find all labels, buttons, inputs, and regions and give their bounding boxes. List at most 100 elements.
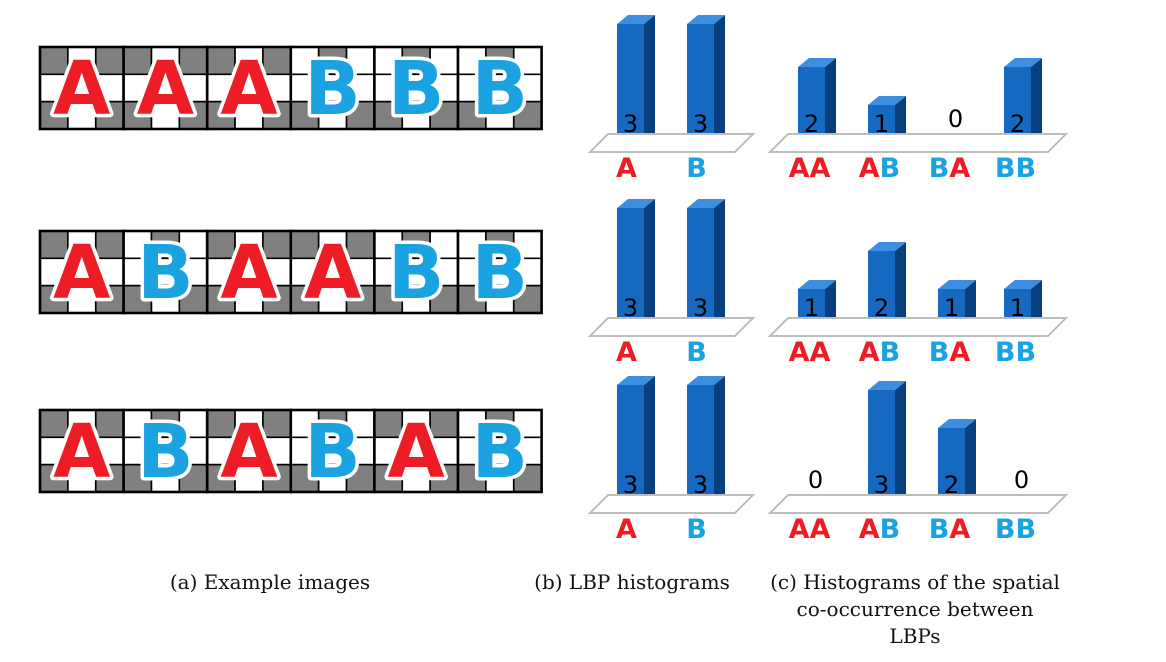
lbp-pattern-b: B [289,406,376,499]
bar-value-label: 3 [623,294,638,322]
bar-side [895,242,906,327]
bar-top [617,376,655,385]
lbp-histogram-2: 3 A 3 B [616,199,725,368]
histogram-bar [617,376,655,504]
bar-side [714,15,725,143]
histogram-bar [868,96,906,143]
pattern-letter-b: B [472,409,528,495]
bar-top [617,15,655,24]
grid-subcell [178,46,208,76]
grid-subcell [485,257,515,287]
bar-side [644,15,655,143]
grid-subcell [178,284,208,314]
grid-subcell [345,257,376,287]
category-label: A [616,514,637,545]
grid-subcell [122,463,153,493]
bar-value-label: 0 [1014,466,1029,494]
pattern-letter-b: B [304,46,360,132]
histogram-floor [587,317,756,337]
bar-top [938,280,976,289]
bar-top [938,419,976,428]
lbp-pattern-a: A [205,406,293,499]
pattern-letter-b: B [137,230,193,316]
cooccurrence-histogram-3: 0 AA 3 AB 2 BA 0 BB [789,381,1043,545]
grid-subcell [67,100,97,130]
histogram-bar [687,376,725,504]
pattern-letter-a: A [53,230,110,316]
bar-side [1031,58,1042,143]
caption-cooccurrence-histograms: (c) Histograms of the spatial co-occurre… [770,570,1060,648]
bar-front [687,24,714,143]
bar-top [798,280,836,289]
bar-value-label: 1 [804,294,819,322]
pattern-letter-b: B [137,409,193,495]
bar-side [1031,280,1042,327]
bar-value-label: 1 [874,110,889,138]
bar-top [798,58,836,67]
lbp-pattern-b: B [456,227,543,320]
grid-subcell [122,100,153,130]
bar-value-label: 3 [693,110,708,138]
pattern-letter-a: A [53,46,110,132]
bar-value-label: 0 [948,105,963,133]
pattern-letter-a: A [137,46,194,132]
lbp-pattern-a: A [38,43,125,136]
category-label: A [616,337,637,368]
lbp-pattern-b: B [122,406,209,499]
grid-subcell [512,463,543,493]
grid-subcell [345,436,376,466]
pixel-cell-border [456,45,543,131]
histogram-bar [617,199,655,327]
histogram-floor [767,317,1069,337]
grid-subcell [317,230,348,260]
bar-value-label: 0 [808,466,823,494]
bar-front [617,208,644,327]
bar-side [644,199,655,327]
grid-subcell [262,257,292,287]
lbp-histogram-3: 3 A 3 B [616,376,725,545]
histogram-floor [767,494,1069,514]
lbp-pattern-a: A [289,227,376,320]
grid-subcell [401,230,431,260]
lbp-pattern-b: B [456,43,543,136]
pixel-cell-border [456,229,543,315]
histogram-floor [587,133,756,153]
bar-value-label: 3 [874,471,889,499]
bar-value-label: 3 [693,471,708,499]
category-label: B [686,514,707,545]
lbp-pattern-b: B [456,406,543,499]
grid-subcell [234,463,264,493]
histogram-bar [868,381,906,504]
bar-side [965,280,976,327]
bar-front [868,251,895,327]
pattern-letter-a: A [304,230,361,316]
grid-subcell [67,257,97,287]
lbp-pattern-a: A [122,43,209,136]
pattern-letter-a: A [220,46,277,132]
pattern-letter-b: B [472,46,528,132]
bar-value-label: 3 [623,110,638,138]
grid-subcell [401,257,431,287]
category-label: BB [995,337,1036,368]
bar-front [938,428,965,504]
grid-subcell [373,409,404,439]
lbp-histogram-1: 3 A 3 B [616,15,725,184]
caption-lbp-histograms: (b) LBP histograms [534,570,730,594]
grid-subcell [39,257,69,287]
grid-subcell [429,436,459,466]
category-label: AB [859,337,901,368]
category-label: AA [789,514,831,545]
lbp-pattern-b: B [373,43,460,136]
bar-value-label: 3 [623,471,638,499]
histogram-bar [1004,58,1042,143]
bar-top [868,381,906,390]
category-label: BA [929,153,971,184]
bar-side [825,280,836,327]
category-label: BB [995,153,1036,184]
histogram-floor [767,133,1069,153]
bar-top [868,242,906,251]
grid-subcell [457,100,487,130]
bar-front [798,67,825,143]
